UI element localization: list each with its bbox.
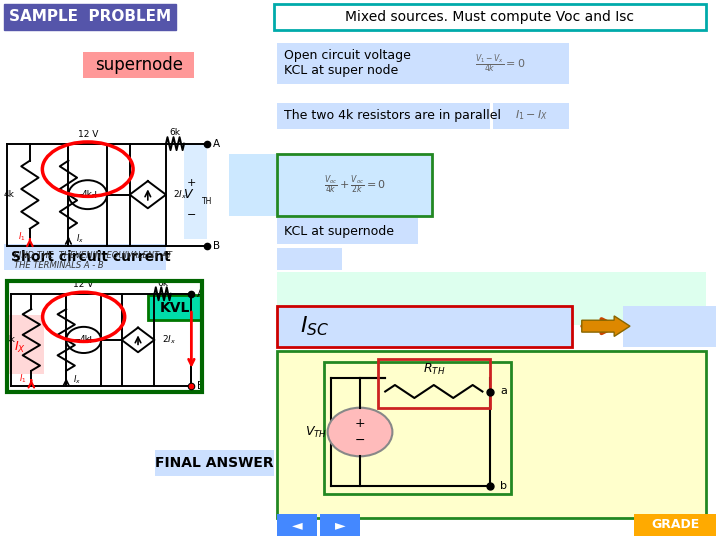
Bar: [155, 450, 274, 476]
Bar: [277, 154, 432, 216]
Bar: [4, 4, 176, 30]
Bar: [7, 281, 202, 392]
Text: ►: ►: [335, 518, 346, 532]
Text: B: B: [197, 381, 204, 391]
Text: +: +: [91, 190, 100, 200]
Text: 6k: 6k: [157, 279, 168, 288]
Text: A: A: [212, 139, 220, 148]
Text: −: −: [76, 190, 85, 200]
Text: Open circuit voltage
KCL at super node: Open circuit voltage KCL at super node: [284, 50, 411, 77]
Text: −: −: [186, 210, 196, 220]
Text: KVL: KVL: [159, 301, 190, 314]
Text: 4k: 4k: [3, 190, 14, 199]
Text: a: a: [500, 387, 508, 396]
Bar: [148, 295, 202, 320]
Text: TH: TH: [202, 197, 212, 206]
Text: $2I_x$: $2I_x$: [173, 188, 187, 201]
Text: 12 V: 12 V: [73, 280, 94, 289]
Text: $V_{TH}$: $V_{TH}$: [305, 424, 328, 440]
Bar: [4, 244, 166, 270]
Text: $\frac{V_{oc}}{4k}+\frac{V_{oc}}{2k}=0$: $\frac{V_{oc}}{4k}+\frac{V_{oc}}{2k}=0$: [323, 173, 386, 197]
Bar: [324, 362, 511, 494]
Text: $R_{TH}$: $R_{TH}$: [423, 362, 445, 377]
Text: $I_1$: $I_1$: [19, 372, 27, 384]
Text: ◄: ◄: [292, 518, 302, 532]
Text: $\frac{V_1-V_x}{4k}=0$: $\frac{V_1-V_x}{4k}=0$: [475, 52, 526, 75]
Text: 12 V: 12 V: [78, 130, 98, 139]
Text: A: A: [197, 289, 204, 299]
Text: $I_x$: $I_x$: [73, 374, 81, 386]
Bar: [277, 218, 418, 244]
Text: $I_1$: $I_1$: [18, 231, 26, 244]
Text: GRADE: GRADE: [651, 518, 699, 531]
Text: $I_x$: $I_x$: [76, 233, 84, 245]
Bar: [277, 272, 706, 325]
Text: 4k: 4k: [4, 335, 16, 345]
Text: 6k: 6k: [169, 128, 181, 137]
Text: Short circuit current: Short circuit current: [11, 250, 171, 264]
Text: $2I_x$: $2I_x$: [161, 334, 176, 346]
Bar: [277, 103, 490, 129]
Text: +: +: [86, 335, 95, 345]
Text: +: +: [186, 178, 196, 188]
Text: V: V: [184, 188, 192, 201]
Text: $I_X$: $I_X$: [14, 340, 26, 355]
Circle shape: [328, 408, 392, 456]
Bar: [184, 144, 207, 239]
Bar: [493, 103, 569, 129]
Bar: [277, 351, 706, 518]
Text: 4k: 4k: [81, 190, 92, 199]
Text: KCL at supernode: KCL at supernode: [284, 225, 395, 238]
Text: $I_1-I_X$: $I_1-I_X$: [515, 109, 547, 123]
Text: B: B: [212, 241, 220, 251]
Text: FIND THE  THEVENIN  EQUIVALENT AT
THE TERMINALS A - B: FIND THE THEVENIN EQUIVALENT AT THE TERM…: [14, 251, 172, 271]
Text: −: −: [355, 434, 365, 447]
Bar: [83, 52, 194, 78]
Bar: [9, 315, 43, 374]
Text: The two 4k resistors are in parallel: The two 4k resistors are in parallel: [284, 109, 501, 122]
Bar: [277, 306, 572, 347]
Text: Mixed sources. Must compute Voc and Isc: Mixed sources. Must compute Voc and Isc: [345, 10, 634, 24]
FancyArrow shape: [582, 316, 630, 336]
Text: FINAL ANSWER: FINAL ANSWER: [155, 456, 274, 470]
Bar: [277, 248, 342, 270]
Text: −: −: [72, 335, 81, 345]
Bar: [378, 359, 490, 408]
Text: +: +: [355, 417, 365, 430]
Bar: [229, 154, 276, 216]
Text: supernode: supernode: [94, 56, 183, 75]
Bar: [277, 514, 317, 536]
Bar: [277, 306, 353, 347]
Text: b: b: [500, 481, 508, 491]
Bar: [634, 514, 716, 536]
Bar: [432, 43, 569, 84]
Text: $I_{SC}$: $I_{SC}$: [300, 315, 330, 338]
Bar: [277, 43, 432, 84]
Text: 4k: 4k: [79, 335, 90, 345]
Text: SAMPLE  PROBLEM: SAMPLE PROBLEM: [9, 9, 171, 24]
Bar: [274, 4, 706, 30]
Bar: [623, 306, 716, 347]
Bar: [320, 514, 360, 536]
